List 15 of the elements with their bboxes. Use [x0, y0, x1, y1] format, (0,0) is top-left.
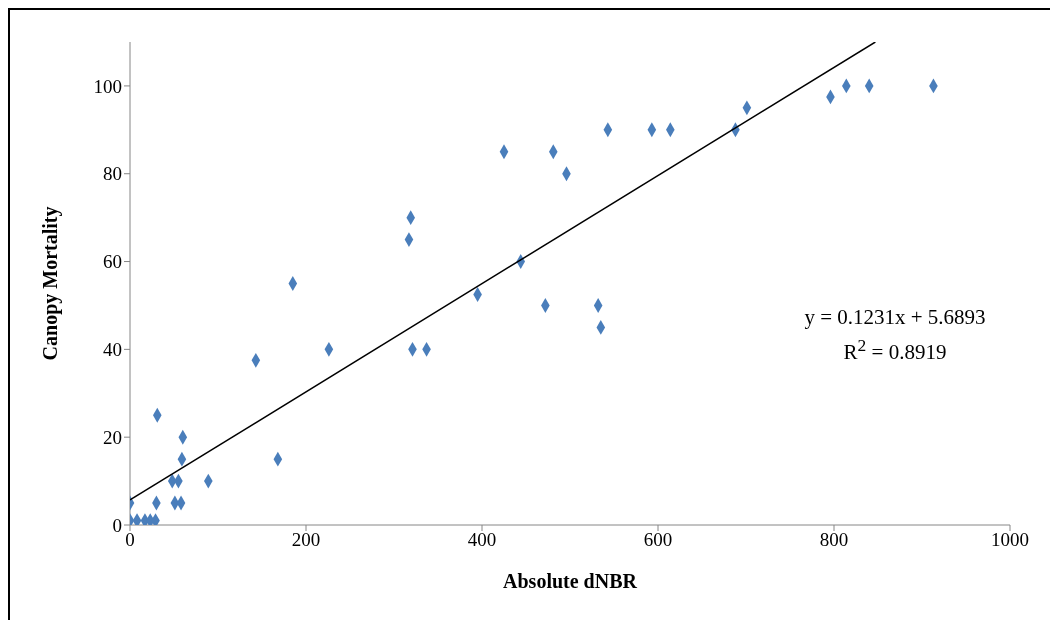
- y-axis-title: Canopy Mortality: [39, 206, 63, 361]
- x-tick-label: 200: [291, 529, 321, 551]
- x-tick-label: 600: [643, 529, 673, 551]
- y-tick-label: 100: [93, 75, 122, 97]
- annotation: R$^{2}$ = 0.8919: [842, 334, 948, 366]
- y-tick-label: 60: [103, 251, 122, 273]
- annotation: y = 0.1231x + 5.6893: [803, 304, 987, 331]
- y-tick-label: 40: [103, 339, 122, 361]
- x-tick-label: 1000: [991, 529, 1029, 551]
- y-tick-label: 20: [103, 426, 122, 448]
- x-axis-title: Absolute dNBR: [503, 570, 638, 592]
- x-tick-label: 400: [467, 529, 497, 551]
- x-tick-label: 800: [819, 529, 849, 551]
- y-tick-label: 80: [103, 163, 122, 185]
- y-tick-label: 0: [112, 514, 122, 536]
